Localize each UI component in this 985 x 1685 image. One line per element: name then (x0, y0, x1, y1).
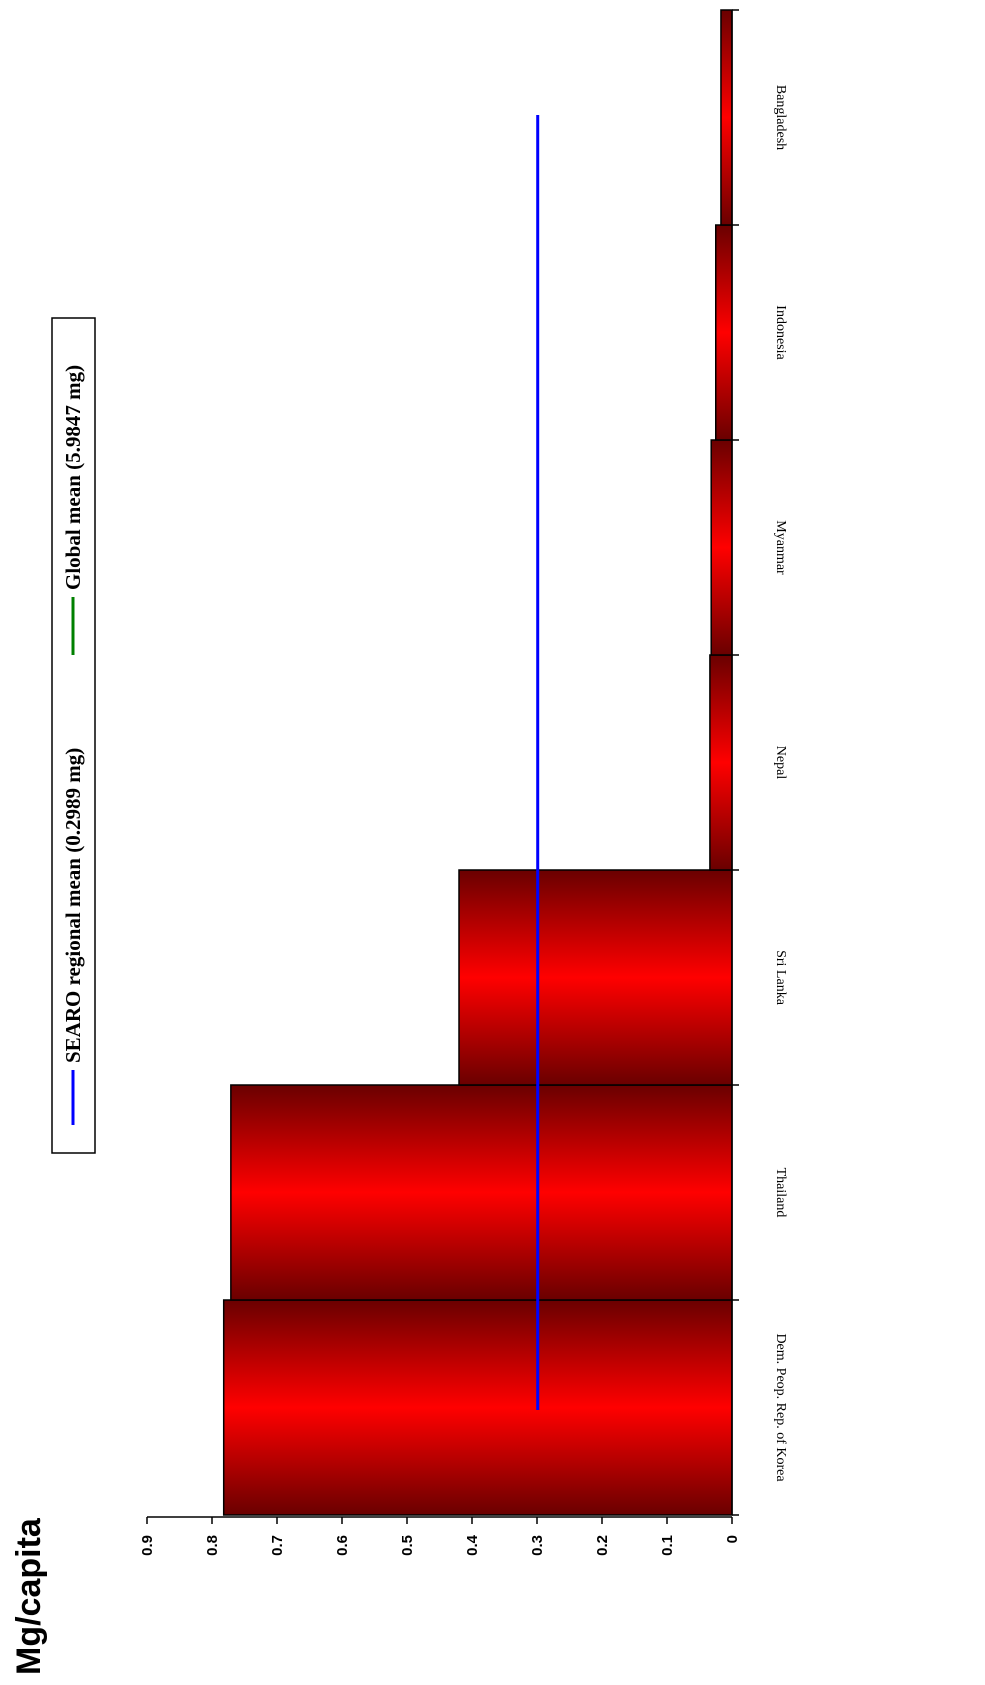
bar-1 (230, 1084, 733, 1301)
category-label-2: Sri Lanka (773, 950, 788, 1006)
value-tick-label-3: 0.3 (529, 1535, 546, 1556)
bar-0 (222, 1299, 733, 1516)
bars-layer (222, 9, 733, 1516)
legend-box (51, 317, 96, 1154)
bar-3 (709, 654, 733, 871)
value-tick-label-2: 0.2 (594, 1535, 611, 1556)
value-tick-label-7: 0.7 (269, 1535, 286, 1556)
value-tick-label-5: 0.5 (399, 1535, 416, 1556)
value-tick-label-0: 0 (724, 1535, 741, 1543)
axis-title: Mg/capita (10, 1517, 48, 1675)
category-axis: Dem. Peop. Rep. of Korea Thailand Sri Lank… (731, 9, 788, 1516)
legend: SEARO regional mean (0.2989 mg) Global m… (51, 317, 96, 1154)
category-label-6: Bangladesh (773, 85, 788, 150)
bar-5 (715, 224, 733, 441)
bar-6 (720, 9, 733, 226)
value-tick-label-4: 0.4 (464, 1534, 481, 1556)
category-label-0: Dem. Peop. Rep. of Korea (773, 1333, 788, 1482)
category-label-4: Myanmar (773, 520, 788, 575)
category-label-3: Nepal (773, 746, 788, 780)
legend-label-global: Global mean (5.9847 mg) (61, 365, 85, 590)
value-axis: 0 0.1 0.2 0.3 0.4 0.5 0.6 0.7 0.8 0.9 (139, 1516, 741, 1556)
legend-label-searo: SEARO regional mean (0.2989 mg) (61, 748, 85, 1063)
bar-4 (710, 439, 733, 656)
value-tick-label-9: 0.9 (139, 1535, 156, 1556)
category-label-1: Thailand (773, 1168, 788, 1218)
bar-2 (458, 869, 733, 1086)
category-label-5: Indonesia (773, 305, 788, 360)
value-tick-label-1: 0.1 (659, 1535, 676, 1556)
value-tick-label-8: 0.8 (204, 1535, 221, 1556)
value-tick-label-6: 0.6 (334, 1535, 351, 1556)
